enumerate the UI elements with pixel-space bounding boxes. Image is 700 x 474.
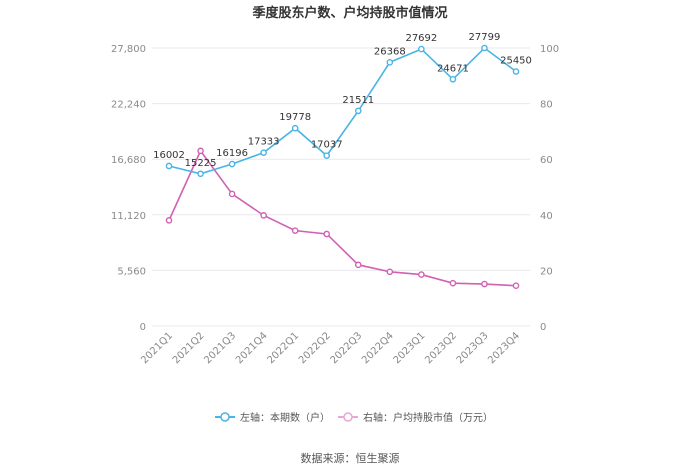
data-label: 16002 xyxy=(153,150,185,161)
data-point[interactable] xyxy=(291,227,299,234)
series-households xyxy=(165,44,520,178)
legend-item-avg-value[interactable]: 右轴：户均持股市值（万元） xyxy=(338,411,493,424)
data-label: 15225 xyxy=(185,158,217,169)
x-axis-tick-label: 2023Q4 xyxy=(486,330,522,366)
legend-marker-households xyxy=(220,412,230,422)
data-point[interactable] xyxy=(418,271,425,278)
right-axis-tick-label: 60 xyxy=(540,155,553,166)
data-label: 19778 xyxy=(279,112,311,123)
data-point[interactable] xyxy=(418,45,425,53)
x-axis-tick-label: 2021Q4 xyxy=(234,330,270,366)
data-label: 17333 xyxy=(248,137,280,148)
right-axis-tick-label: 40 xyxy=(540,211,553,222)
data-point[interactable] xyxy=(291,124,299,132)
data-point[interactable] xyxy=(260,212,267,219)
series-layer xyxy=(165,44,520,289)
data-point[interactable] xyxy=(354,261,362,269)
series-avg-value xyxy=(165,147,520,289)
data-label: 17037 xyxy=(311,140,343,151)
left-axis-tick-label: 22,240 xyxy=(111,100,146,111)
data-point[interactable] xyxy=(197,170,204,178)
legend-label-avg-value: 右轴：户均持股市值（万元） xyxy=(363,411,493,424)
series-line xyxy=(168,46,517,175)
legend-marker-avg-value xyxy=(343,412,353,422)
data-point[interactable] xyxy=(481,280,488,288)
data-label: 21511 xyxy=(342,95,374,106)
x-axis-tick-label: 2021Q3 xyxy=(202,330,238,366)
right-axis-tick-label: 80 xyxy=(540,100,553,111)
data-point[interactable] xyxy=(228,160,236,168)
right-axis-ticks: 0 20 40 60 80 100 xyxy=(540,44,559,333)
x-axis-ticks: 2021Q12021Q22021Q32021Q42022Q12022Q22022… xyxy=(139,330,522,366)
data-point[interactable] xyxy=(165,217,173,224)
data-label: 27799 xyxy=(469,32,501,43)
data-point[interactable] xyxy=(449,279,457,287)
data-label: 16196 xyxy=(216,148,248,159)
legend-item-households[interactable]: 左轴：本期数（户） xyxy=(215,411,330,424)
right-axis-tick-label: 20 xyxy=(540,266,553,277)
data-point[interactable] xyxy=(481,44,488,52)
left-axis-tick-label: 5,560 xyxy=(117,266,146,277)
x-axis-tick-label: 2022Q1 xyxy=(265,330,301,366)
left-axis-tick-label: 11,120 xyxy=(111,211,146,222)
data-label: 25450 xyxy=(500,56,532,67)
data-point[interactable] xyxy=(354,107,362,115)
data-point[interactable] xyxy=(512,68,520,75)
data-label: 26368 xyxy=(374,46,406,57)
series-line xyxy=(168,149,517,287)
data-label: 27692 xyxy=(405,33,437,44)
data-point[interactable] xyxy=(260,149,267,156)
data-point[interactable] xyxy=(512,282,520,289)
data-point[interactable] xyxy=(197,147,204,155)
left-axis-ticks: 0 5,560 11,120 16,680 22,240 27,800 xyxy=(111,44,146,333)
legend: 左轴：本期数（户） 右轴：户均持股市值（万元） xyxy=(215,411,493,424)
legend-label-households: 左轴：本期数（户） xyxy=(240,411,330,424)
left-axis-tick-label: 27,800 xyxy=(111,44,146,55)
grid-lines xyxy=(152,47,530,327)
data-point[interactable] xyxy=(323,152,331,159)
x-axis-tick-label: 2022Q2 xyxy=(297,330,333,366)
x-axis-tick-label: 2022Q4 xyxy=(360,330,396,366)
x-axis-tick-label: 2023Q1 xyxy=(392,330,428,366)
right-axis-tick-label: 100 xyxy=(540,44,559,55)
data-point[interactable] xyxy=(228,190,236,198)
x-axis-tick-label: 2021Q1 xyxy=(139,330,175,366)
data-point[interactable] xyxy=(323,230,331,238)
right-axis-tick-label: 0 xyxy=(540,322,546,333)
data-point[interactable] xyxy=(165,162,173,170)
data-point[interactable] xyxy=(386,268,394,276)
x-axis-tick-label: 2023Q3 xyxy=(455,330,491,366)
x-axis-tick-label: 2021Q2 xyxy=(171,330,207,366)
data-label: 24671 xyxy=(437,63,469,74)
left-axis-tick-label: 0 xyxy=(140,322,146,333)
chart-title: 季度股东户数、户均持股市值情况 xyxy=(251,5,447,21)
x-axis-tick-label: 2022Q3 xyxy=(329,330,365,366)
x-axis-tick-label: 2023Q2 xyxy=(423,330,459,366)
source-note: 数据来源：恒生聚源 xyxy=(301,451,400,465)
left-axis-tick-label: 16,680 xyxy=(111,155,146,166)
data-point[interactable] xyxy=(449,75,457,83)
data-point[interactable] xyxy=(386,59,394,66)
